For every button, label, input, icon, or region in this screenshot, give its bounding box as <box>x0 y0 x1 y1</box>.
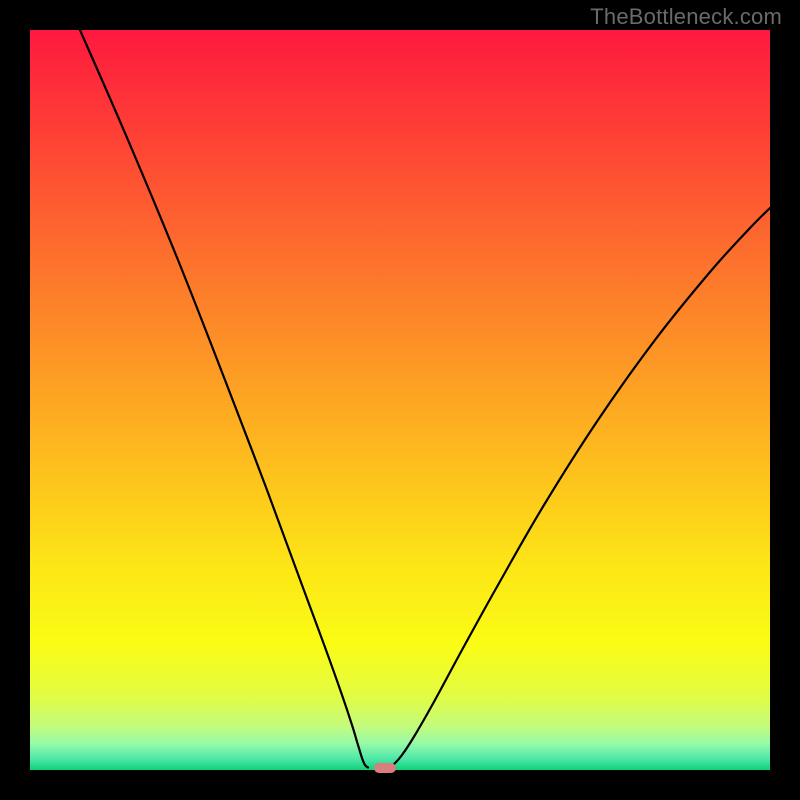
curve-svg <box>0 0 800 800</box>
chart-container: TheBottleneck.com <box>0 0 800 800</box>
minimum-marker <box>374 763 396 773</box>
